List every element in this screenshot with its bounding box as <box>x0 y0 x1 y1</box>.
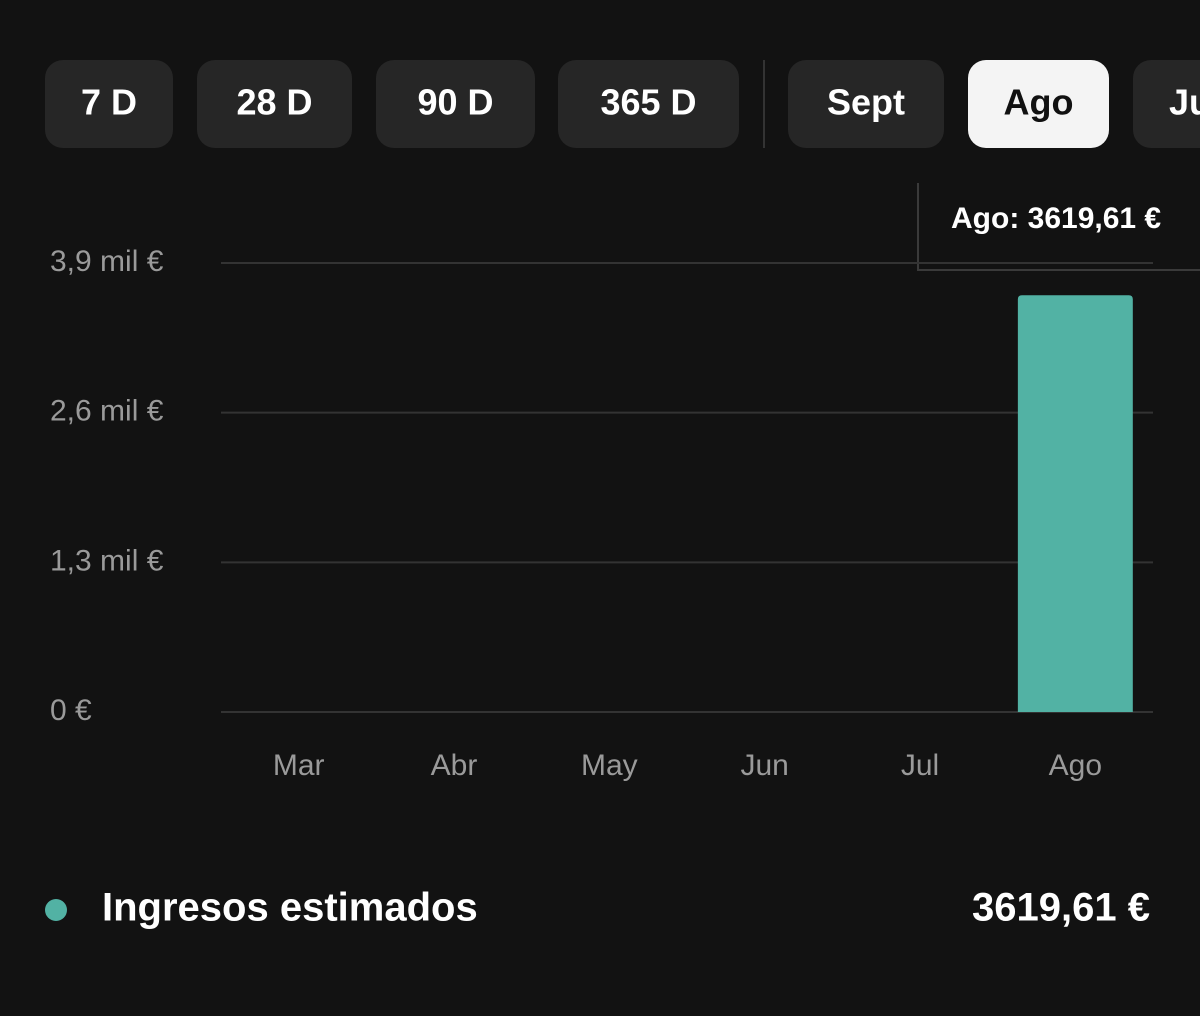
tooltip-box <box>917 183 1200 271</box>
total-value: 3619,61 € <box>972 886 1150 930</box>
filter-button[interactable] <box>197 60 352 148</box>
y-tick-label: 3,9 mil € <box>50 245 164 278</box>
filter-button[interactable] <box>376 60 535 148</box>
x-tick-label: Jul <box>901 749 939 782</box>
y-tick-label: 2,6 mil € <box>50 395 164 428</box>
month-label[interactable]: Ago <box>1004 82 1074 123</box>
filter-button[interactable] <box>558 60 739 148</box>
x-tick-label: May <box>581 749 638 782</box>
filter-label[interactable]: 7 D <box>81 82 137 123</box>
month-button[interactable] <box>968 60 1109 148</box>
month-label[interactable]: Ju <box>1169 82 1200 123</box>
x-tick-label: Jun <box>740 749 788 782</box>
legend-label: Ingresos estimados <box>102 886 478 930</box>
month-label[interactable]: Sept <box>827 82 905 123</box>
tooltip: Ago: 3619,61 € <box>951 202 1161 235</box>
filter-button[interactable] <box>45 60 173 148</box>
legend-marker <box>45 899 67 921</box>
y-tick-label: 0 € <box>50 694 92 727</box>
y-tick-label: 1,3 mil € <box>50 544 164 577</box>
x-tick-label: Ago <box>1049 749 1102 782</box>
x-tick-label: Abr <box>431 749 478 782</box>
bar <box>1017 295 1133 712</box>
x-tick-label: Mar <box>273 749 325 782</box>
month-button[interactable] <box>788 60 944 148</box>
month-button[interactable] <box>1133 60 1200 148</box>
filter-label[interactable]: 28 D <box>236 82 312 123</box>
filter-label[interactable]: 365 D <box>600 82 696 123</box>
filter-label[interactable]: 90 D <box>417 82 493 123</box>
